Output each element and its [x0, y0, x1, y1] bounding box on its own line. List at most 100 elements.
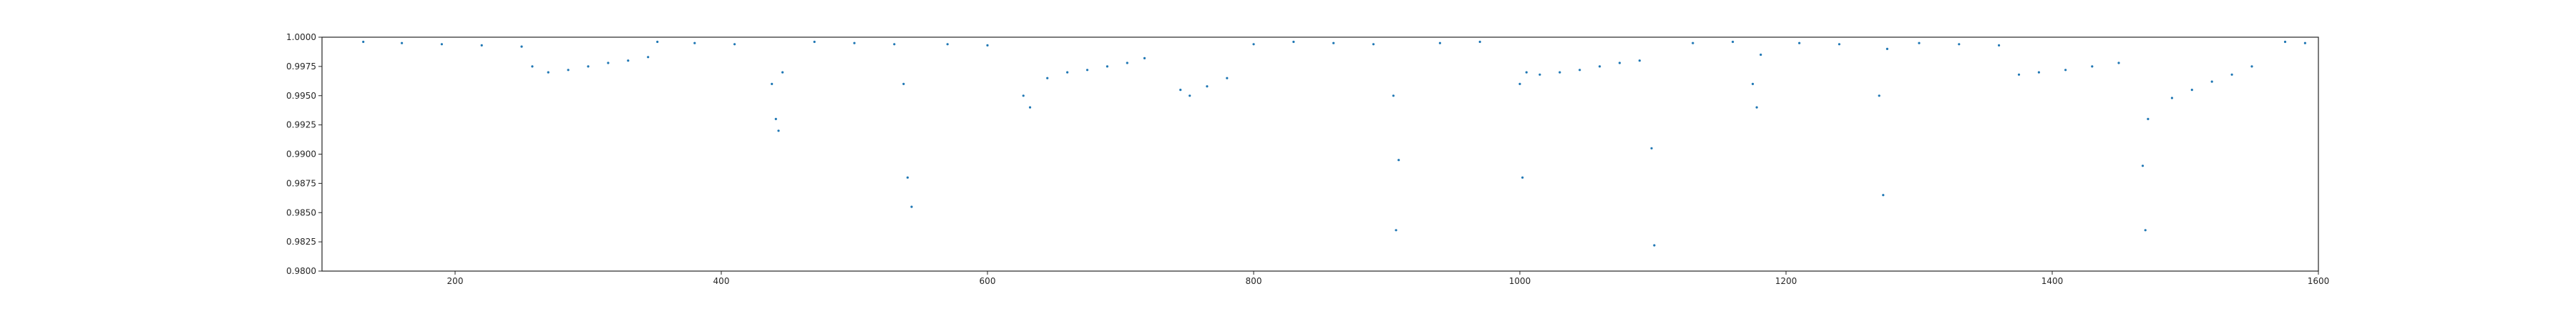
x-tick-label: 1200	[1775, 276, 1797, 286]
data-point	[1252, 43, 1255, 46]
data-point	[1126, 62, 1128, 64]
data-point	[902, 82, 905, 85]
data-point	[1085, 69, 1089, 72]
data-point	[480, 44, 483, 46]
data-point	[1918, 41, 1921, 44]
data-point	[2017, 73, 2021, 76]
data-point	[547, 71, 550, 74]
data-point	[1395, 229, 1397, 232]
data-point	[774, 117, 777, 120]
data-point	[1518, 82, 1521, 85]
data-point	[813, 40, 816, 44]
data-point	[777, 129, 780, 132]
y-tick-label: 0.9975	[286, 62, 316, 72]
x-tick-label: 800	[1246, 276, 1262, 286]
data-point	[1106, 65, 1108, 68]
data-point	[2037, 71, 2040, 74]
data-point	[1760, 53, 1762, 57]
data-point	[1226, 77, 1229, 79]
data-point	[1066, 71, 1069, 74]
data-point	[362, 40, 365, 44]
data-point	[733, 43, 736, 46]
data-point	[1579, 69, 1581, 72]
data-point	[1143, 57, 1146, 59]
data-point	[1755, 106, 1758, 109]
data-point	[2147, 117, 2150, 120]
y-tick-label: 0.9925	[286, 120, 316, 130]
data-point	[2230, 73, 2233, 76]
x-tick-label: 400	[713, 276, 730, 286]
y-tick-label: 0.9825	[286, 237, 316, 247]
data-point	[440, 43, 444, 46]
y-tick-label: 0.9800	[286, 266, 316, 276]
data-point	[1392, 94, 1395, 97]
data-point	[1046, 77, 1049, 79]
data-point	[2141, 165, 2145, 167]
data-point	[2144, 229, 2147, 232]
data-point	[1558, 71, 1561, 74]
data-point	[853, 41, 856, 44]
data-point	[1638, 59, 1641, 62]
x-tick-label: 1000	[1509, 276, 1531, 286]
x-tick-label: 1600	[2308, 276, 2330, 286]
data-point	[1028, 106, 1032, 109]
data-point	[2210, 80, 2213, 83]
data-point	[1882, 194, 1885, 197]
data-point	[1206, 85, 1209, 88]
data-point	[1751, 82, 1755, 85]
x-tick-label: 200	[447, 276, 464, 286]
data-point	[910, 205, 913, 208]
data-point	[1438, 41, 1441, 44]
data-point	[1692, 41, 1694, 44]
data-point	[656, 40, 659, 44]
y-axis-ticks: 0.9800 0.9825 0.9850 0.9875 0.9900 0.9925 0.99…	[286, 32, 322, 276]
data-point	[531, 65, 534, 68]
data-point	[1618, 62, 1621, 64]
data-point	[2064, 69, 2067, 72]
data-points	[362, 40, 2306, 247]
data-point	[567, 69, 570, 72]
data-point	[1372, 43, 1375, 46]
data-point	[771, 82, 774, 85]
data-point	[607, 62, 610, 64]
data-point	[781, 71, 784, 74]
data-point	[2250, 65, 2253, 68]
data-point	[627, 59, 630, 62]
x-axis-ticks: 200 400 600 800 1000 1200 1400 1600	[447, 271, 2330, 286]
y-tick-label: 0.9900	[286, 149, 316, 160]
data-point	[587, 65, 590, 68]
data-point	[1599, 65, 1601, 68]
x-tick-label: 600	[980, 276, 996, 286]
data-point	[1538, 73, 1541, 76]
data-point	[1292, 40, 1295, 44]
data-point	[1478, 40, 1481, 44]
data-point	[1022, 94, 1025, 97]
data-point	[1521, 176, 1524, 179]
data-point	[2091, 65, 2094, 68]
data-point	[1179, 89, 1182, 92]
data-point	[2303, 41, 2306, 44]
data-point	[1885, 47, 1888, 50]
data-point	[2283, 40, 2287, 44]
data-point	[1798, 41, 1801, 44]
data-point	[1332, 41, 1335, 44]
data-point	[2190, 89, 2193, 92]
data-point	[1958, 43, 1961, 46]
data-point	[906, 176, 909, 179]
plot-area	[322, 37, 2318, 271]
y-tick-label: 0.9850	[286, 207, 316, 217]
data-point	[1397, 159, 1400, 162]
data-point	[1998, 44, 2001, 46]
y-tick-label: 1.0000	[286, 32, 316, 42]
data-point	[2117, 62, 2120, 64]
data-point	[986, 44, 989, 46]
axes-frame	[321, 36, 2319, 272]
data-point	[401, 41, 404, 44]
data-point	[693, 41, 696, 44]
data-point	[1653, 244, 1656, 247]
data-point	[2170, 97, 2173, 99]
data-point	[893, 43, 896, 46]
data-point	[520, 45, 523, 48]
y-tick-label: 0.9875	[286, 178, 316, 188]
